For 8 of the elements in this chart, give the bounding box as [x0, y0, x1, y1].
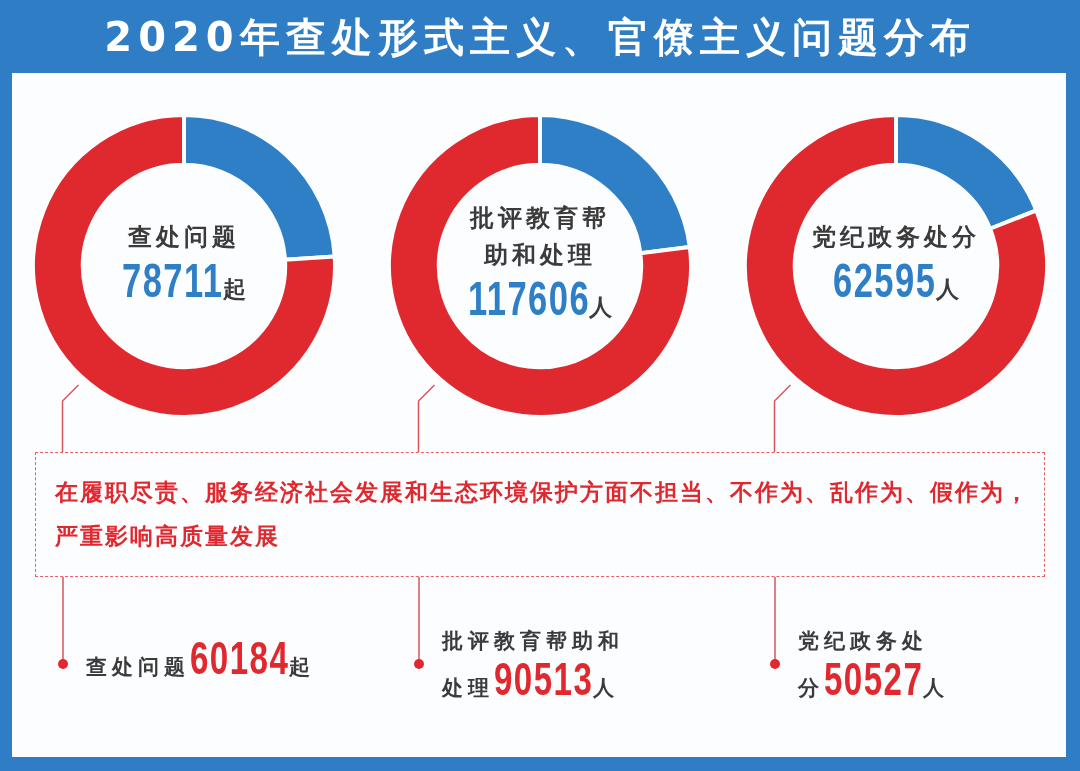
- text: 查处问题: [128, 222, 240, 251]
- text: 2020年查处形式主义、官僚主义问题分布: [104, 12, 976, 61]
- text: 62595人: [832, 253, 960, 307]
- text: 117606人: [467, 272, 613, 325]
- text: 78711起: [121, 253, 247, 307]
- text: 在履职尽责、服务经济社会发展和生态环境保护方面不担当、不作为、乱作为、假作为，严重影响高质量发展: [55, 479, 1030, 549]
- text: 批评教育帮助和处理: [470, 204, 610, 269]
- text: 党纪政务处分: [812, 222, 980, 251]
